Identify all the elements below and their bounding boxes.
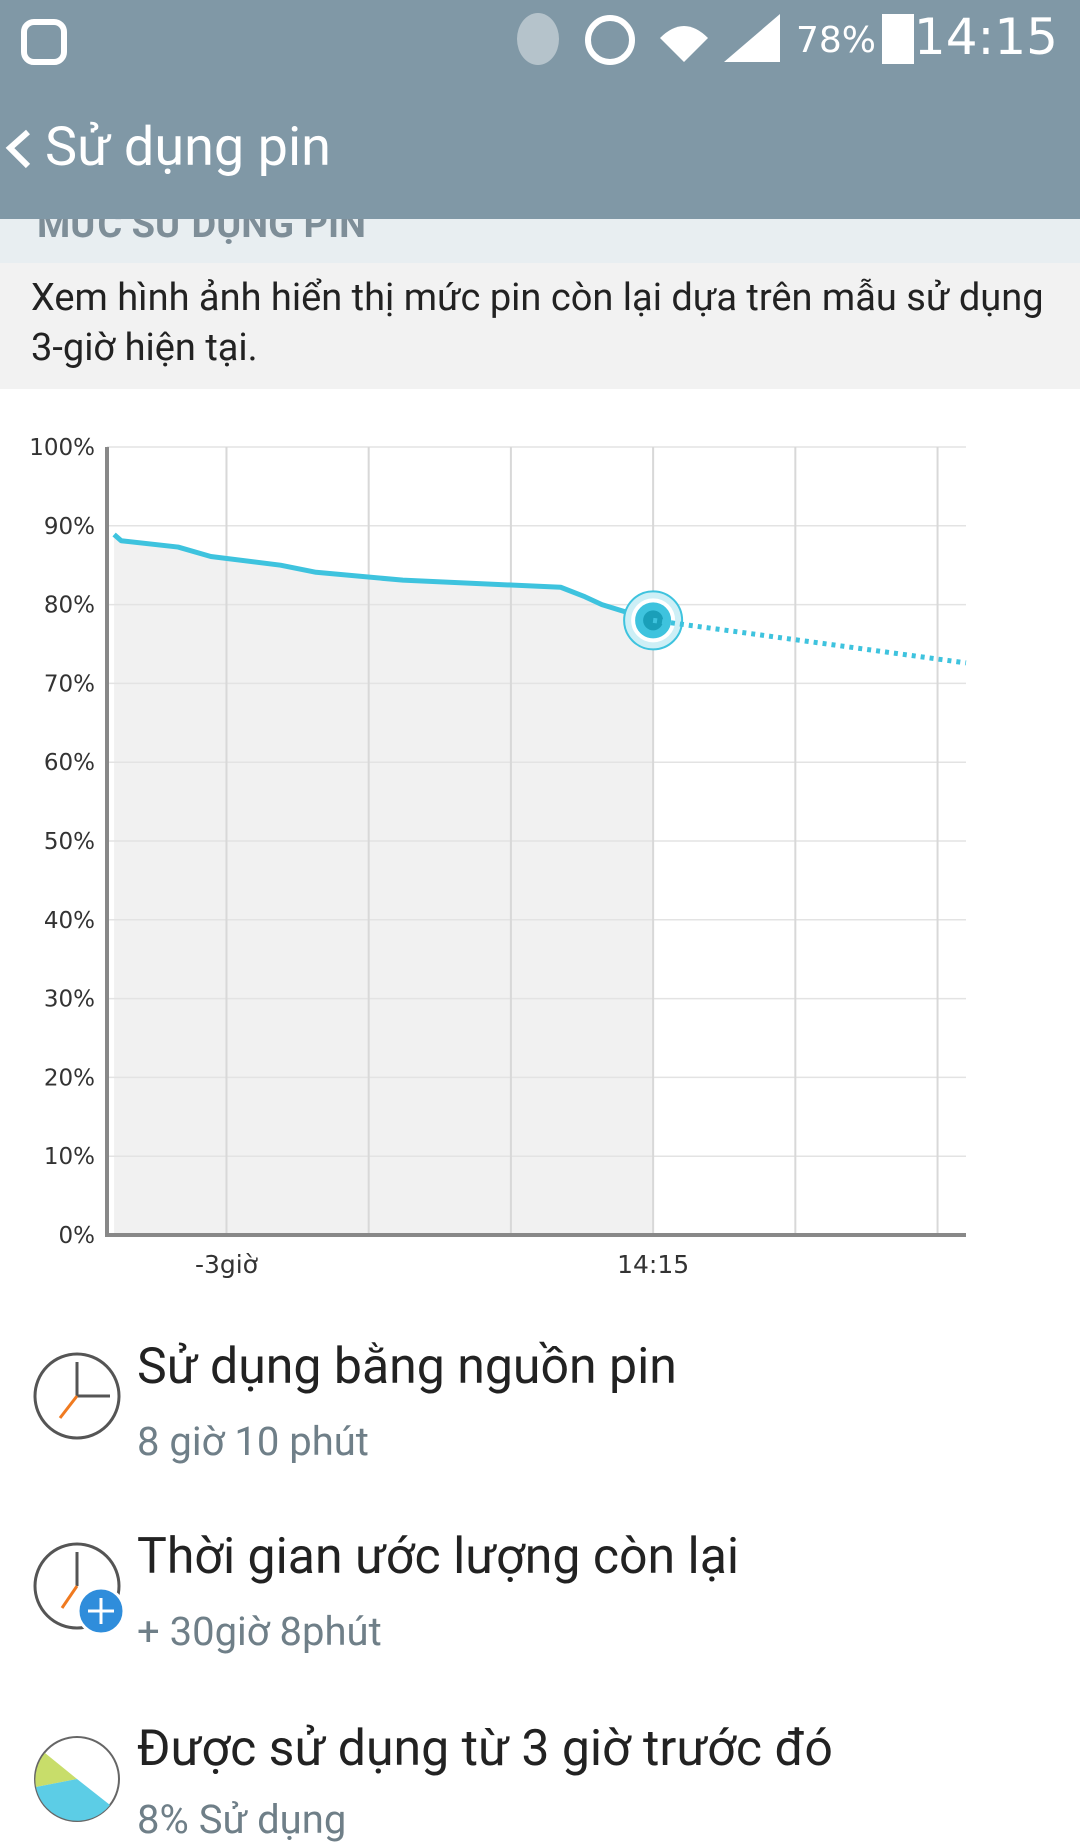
item-subtitle: 8 giờ 10 phút [137,1418,369,1465]
y-tick-label: 60% [44,750,95,776]
description-box: Xem hình ảnh hiển thị mức pin còn lại dự… [0,263,1080,389]
bluetooth-icon [517,13,559,65]
item-subtitle: + 30giờ 8phút [137,1608,382,1655]
y-tick-label: 10% [44,1144,95,1170]
wifi-icon [660,26,708,62]
alarm-icon [585,15,635,65]
estimate-icon [33,1542,126,1636]
back-button[interactable] [0,80,60,219]
battery-icon [882,14,914,64]
battery-chart: 0% 10% 20% 30% 40% 50% 60% 70% 80% 90% 100% -3giờ 14… [29,435,967,1279]
watch-icon [21,19,67,65]
section-header: MỨC SỬ DỤNG PIN [0,219,1080,263]
signal-icon [724,14,780,62]
y-tick-label: 30% [44,987,95,1013]
item-icons [33,1352,126,1822]
line [112,532,654,623]
status-icons: 78% 14:15 [21,8,1058,66]
current-marker-dot [643,610,664,631]
x-tick-label: 14:15 [617,1250,689,1279]
y-tick-label: 0% [59,1223,96,1249]
item-subtitle: 8% Sử dụng [137,1796,347,1843]
item-title: Được sử dụng từ 3 giờ trước đó [137,1720,833,1778]
line [652,617,967,666]
y-tick-label: 20% [44,1065,95,1091]
usage-pie-icon [34,1736,120,1822]
section-title: MỨC SỬ DỤNG PIN [37,219,366,247]
battery-percent: 78% [796,20,876,61]
y-tick-label: 70% [44,671,95,697]
y-tick-label: 80% [44,593,95,619]
status-bar: 78% 14:15 [0,0,1080,80]
info-list: Sử dụng bằng nguồn pin 8 giờ 10 phút Thờ… [0,1290,1080,1843]
item-title: Sử dụng bằng nguồn pin [137,1338,677,1396]
description: Xem hình ảnh hiển thị mức pin còn lại dự… [31,276,1044,370]
app-bar: Sử dụng pin [0,80,1080,219]
item-title: Thời gian ước lượng còn lại [137,1528,740,1586]
clock: 14:15 [914,8,1058,66]
y-tick-label: 90% [44,514,95,540]
page-title: Sử dụng pin [45,116,331,179]
y-tick-label: 100% [29,435,95,461]
clock-icon [33,1352,121,1440]
y-tick-label: 50% [44,829,95,855]
y-tick-label: 40% [44,908,95,934]
area [114,534,654,1235]
x-tick-label: -3giờ [195,1250,259,1279]
